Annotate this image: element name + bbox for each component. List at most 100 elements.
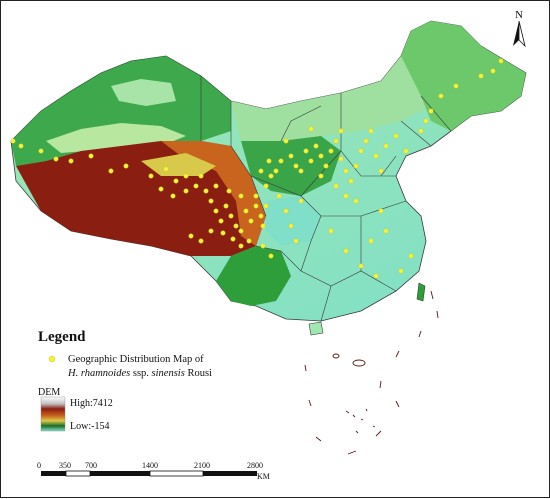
distribution-point xyxy=(288,153,294,159)
distribution-point xyxy=(338,156,344,162)
distribution-point xyxy=(283,138,289,144)
distribution-point xyxy=(323,163,329,169)
distribution-point xyxy=(393,133,399,139)
distribution-point xyxy=(68,158,74,164)
distribution-point xyxy=(343,193,349,199)
distribution-point xyxy=(318,153,324,159)
distribution-point xyxy=(338,128,344,134)
scale-tick-350: 350 xyxy=(59,461,71,470)
distribution-point xyxy=(383,228,389,234)
distribution-point xyxy=(303,148,309,154)
distribution-point xyxy=(246,238,252,244)
distribution-point xyxy=(208,228,214,234)
distribution-point xyxy=(428,108,434,114)
distribution-point xyxy=(218,218,224,224)
dem-title: DEM xyxy=(38,387,61,398)
distribution-point xyxy=(368,238,374,244)
distribution-point xyxy=(158,186,164,192)
distribution-point xyxy=(293,163,299,169)
legend-species: H. rhamnoides xyxy=(68,368,131,379)
distribution-point xyxy=(343,248,349,254)
distribution-point xyxy=(260,243,266,249)
distribution-point xyxy=(123,163,129,169)
hainan xyxy=(308,321,324,336)
distribution-point xyxy=(490,68,496,74)
distribution-point xyxy=(88,153,94,159)
distribution-point xyxy=(378,168,384,174)
distribution-point xyxy=(383,143,389,149)
distribution-point xyxy=(373,153,379,159)
dem-high-label: High:7412 xyxy=(70,398,113,409)
distribution-point xyxy=(228,213,234,219)
sichuan-basin xyxy=(266,196,321,246)
distribution-point xyxy=(198,238,204,244)
yunnan-green xyxy=(216,246,291,306)
dem-low-label: Low:-154 xyxy=(70,421,110,432)
distribution-point xyxy=(288,223,294,229)
distribution-point xyxy=(38,148,44,154)
distribution-point xyxy=(283,208,289,214)
distribution-point xyxy=(298,168,304,174)
north-arrow: N xyxy=(513,9,526,48)
dem-color-ramp xyxy=(40,396,66,432)
distribution-point xyxy=(260,223,266,229)
distribution-point xyxy=(213,183,219,189)
distribution-point xyxy=(10,138,16,144)
distribution-point xyxy=(353,163,359,169)
distribution-point xyxy=(308,126,314,132)
distribution-point xyxy=(266,158,272,164)
distribution-point xyxy=(170,193,176,199)
distribution-point xyxy=(273,168,279,174)
distribution-point xyxy=(373,273,379,279)
scale-tick-2100: 2100 xyxy=(194,461,210,470)
scale-tick-2800: 2800 xyxy=(247,461,263,470)
distribution-point xyxy=(478,73,484,79)
distribution-point xyxy=(328,148,334,154)
distribution-point xyxy=(198,173,204,179)
distribution-point xyxy=(378,208,384,214)
distribution-point xyxy=(348,178,354,184)
distribution-point xyxy=(220,230,226,236)
junggar-basin xyxy=(111,79,176,106)
distribution-point xyxy=(438,93,444,99)
distribution-point xyxy=(238,193,244,199)
distribution-point xyxy=(403,148,409,154)
distribution-point xyxy=(148,173,154,179)
distribution-point xyxy=(328,228,334,234)
distribution-point xyxy=(253,193,259,199)
distribution-point xyxy=(343,168,349,174)
distribution-point xyxy=(278,158,284,164)
scale-unit: KM xyxy=(257,472,270,481)
distribution-point xyxy=(238,243,244,249)
distribution-points xyxy=(10,58,504,279)
distribution-point xyxy=(313,143,319,149)
scale-tick-1400: 1400 xyxy=(142,461,158,470)
distribution-point xyxy=(243,208,249,214)
scale-tick-0: 0 xyxy=(37,461,41,470)
taiwan xyxy=(416,282,426,302)
qaidam-basin xyxy=(141,153,216,176)
distribution-point xyxy=(183,188,189,194)
legend-subspecies: sinensis xyxy=(151,368,185,379)
legend-point-line-1: Geographic Distribution Map of xyxy=(68,354,204,365)
distribution-point xyxy=(353,198,359,204)
distribution-point xyxy=(268,253,274,259)
distribution-point xyxy=(226,188,232,194)
distribution-point xyxy=(318,173,324,179)
distribution-point xyxy=(233,223,239,229)
distribution-point xyxy=(263,183,269,189)
distribution-point xyxy=(368,128,374,134)
distribution-point xyxy=(183,173,189,179)
scale-bar xyxy=(41,470,257,477)
distribution-point xyxy=(398,268,404,274)
scale-tick-700: 700 xyxy=(85,461,97,470)
northeast-forest xyxy=(401,21,526,131)
distribution-point xyxy=(258,213,264,219)
plateau-edge-orange xyxy=(161,141,266,246)
legend-title: Legend xyxy=(38,329,86,345)
legend-author: Rousi xyxy=(184,368,212,379)
province-boundaries xyxy=(200,76,452,322)
distribution-point xyxy=(453,83,459,89)
